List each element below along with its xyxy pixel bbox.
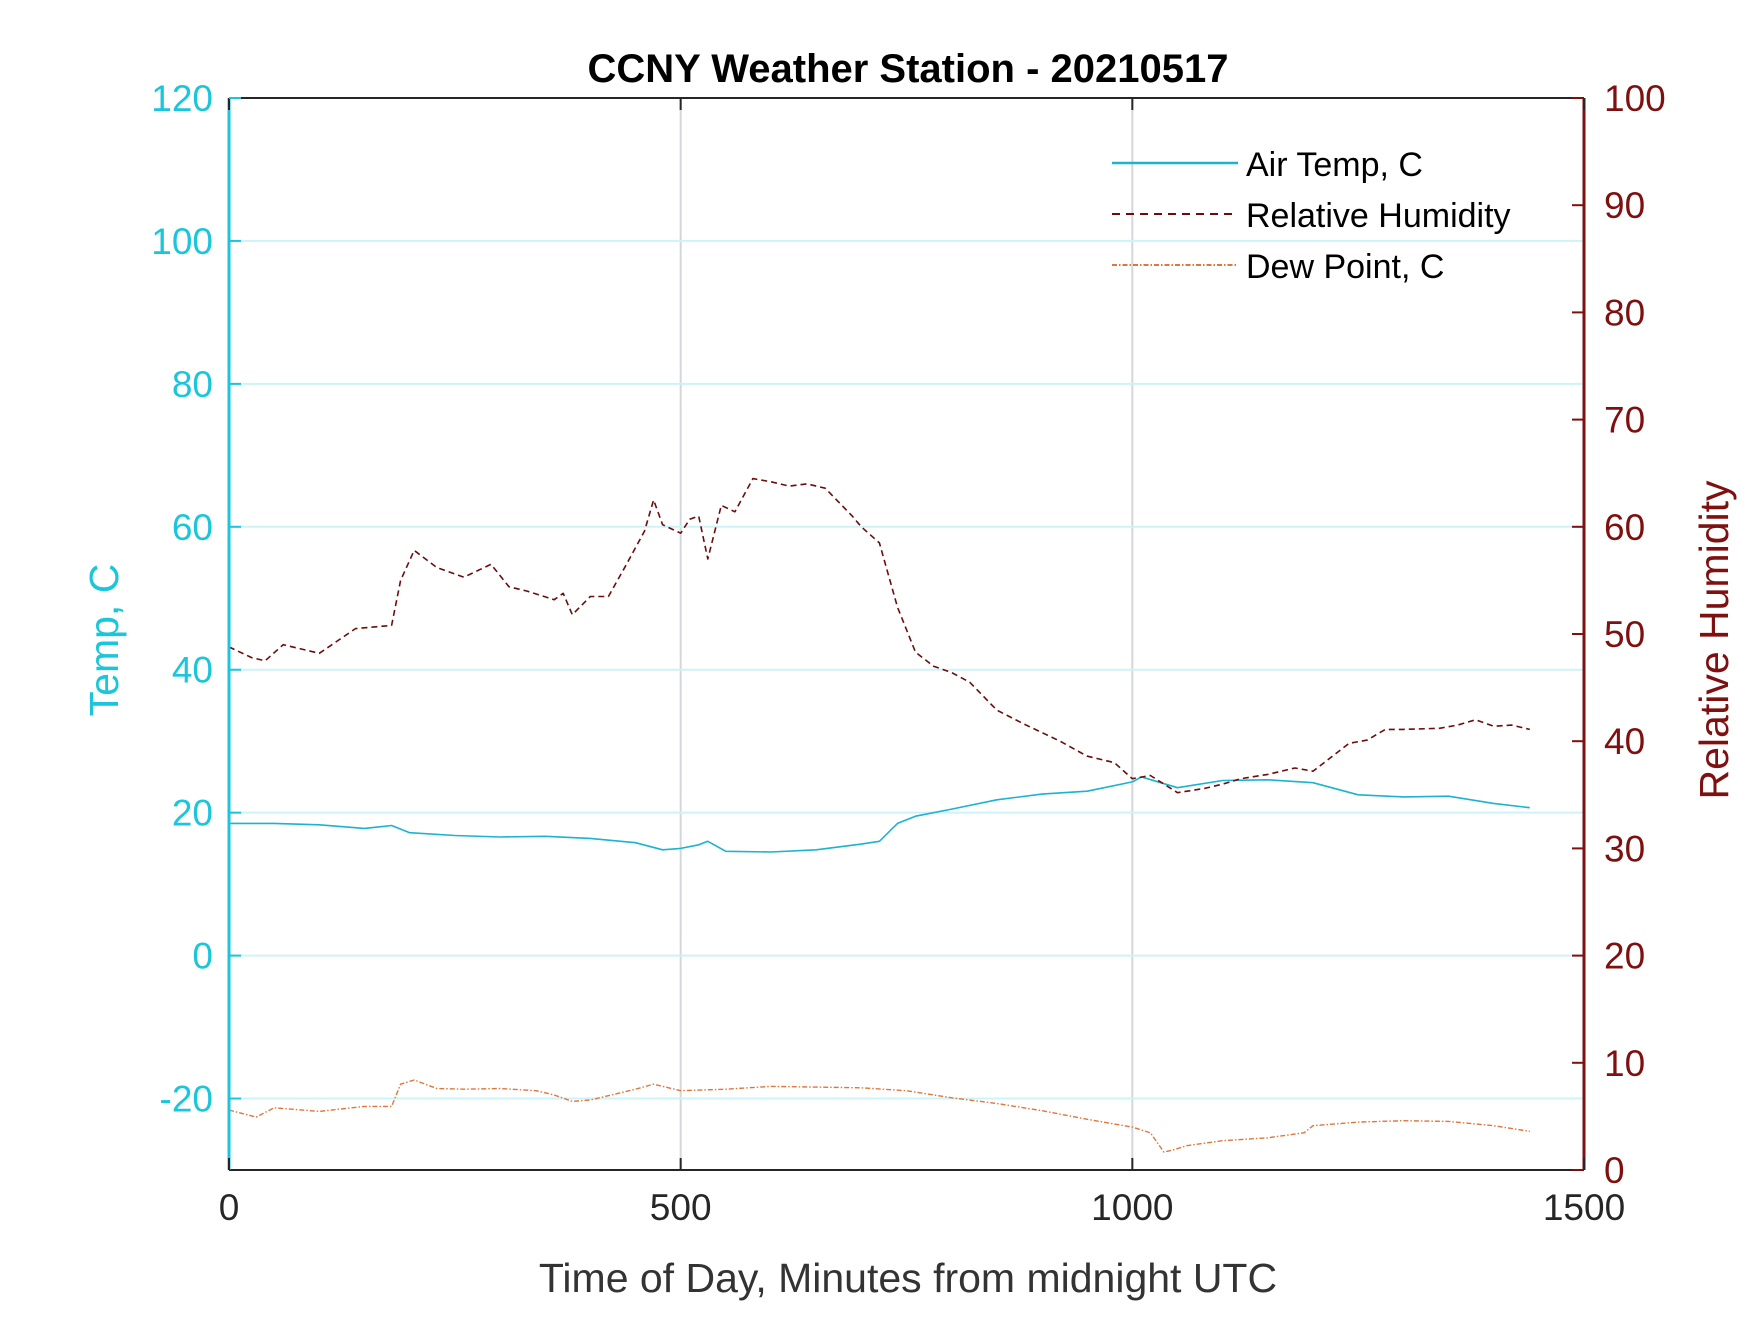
y-right-axis-label: Relative Humidity [1691, 480, 1737, 799]
y-left-tick-label: -20 [160, 1079, 213, 1120]
legend-label-relative-humidity: Relative Humidity [1246, 197, 1511, 235]
legend-label-air-temp: Air Temp, C [1246, 146, 1423, 184]
y-left-tick-label: 80 [172, 364, 213, 405]
legend-label-dew-point: Dew Point, C [1246, 248, 1444, 286]
chart-title: CCNY Weather Station - 20210517 [588, 47, 1229, 91]
x-tick-label: 500 [650, 1187, 712, 1228]
y-left-tick-label: 0 [192, 936, 213, 977]
y-right-tick-label: 90 [1604, 185, 1645, 226]
x-tick-label: 1000 [1091, 1187, 1173, 1228]
y-right-tick-label: 40 [1604, 721, 1645, 762]
y-left-tick-label: 100 [151, 221, 213, 262]
y-left-tick-label: 60 [172, 507, 213, 548]
y-left-axis-label: Temp, C [81, 564, 127, 717]
x-tick-label: 0 [219, 1187, 240, 1228]
axes [227, 97, 1586, 1171]
legend: Air Temp, C Relative Humidity Dew Point,… [1112, 146, 1511, 286]
y-right-tick-label: 100 [1604, 78, 1666, 119]
y-left-tick-label: 120 [151, 78, 213, 119]
y-right-tick-label: 0 [1604, 1150, 1625, 1191]
series-lines [228, 477, 1530, 1153]
y-right-tick-label: 20 [1604, 936, 1645, 977]
tick-labels: 0 500 1000 1500 -20 0 20 40 60 80 100 120 0 10 20 30 40 5… [151, 78, 1665, 1228]
y-right-tick-label: 50 [1604, 614, 1645, 655]
series-line-relative-humidity [228, 477, 1530, 794]
y-right-tick-label: 70 [1604, 400, 1645, 441]
grid-lines [229, 98, 1584, 1170]
x-axis-label: Time of Day, Minutes from midnight UTC [539, 1255, 1277, 1301]
y-right-tick-label: 80 [1604, 292, 1645, 333]
series-line-air-temp-c [229, 776, 1530, 853]
y-left-tick-label: 40 [172, 650, 213, 691]
x-tick-label: 1500 [1543, 1187, 1625, 1228]
y-right-tick-label: 30 [1604, 828, 1645, 869]
series-line-dew-point-c [228, 1079, 1530, 1153]
y-right-tick-label: 60 [1604, 507, 1645, 548]
y-left-tick-label: 20 [172, 793, 213, 834]
y-right-tick-label: 10 [1604, 1043, 1645, 1084]
